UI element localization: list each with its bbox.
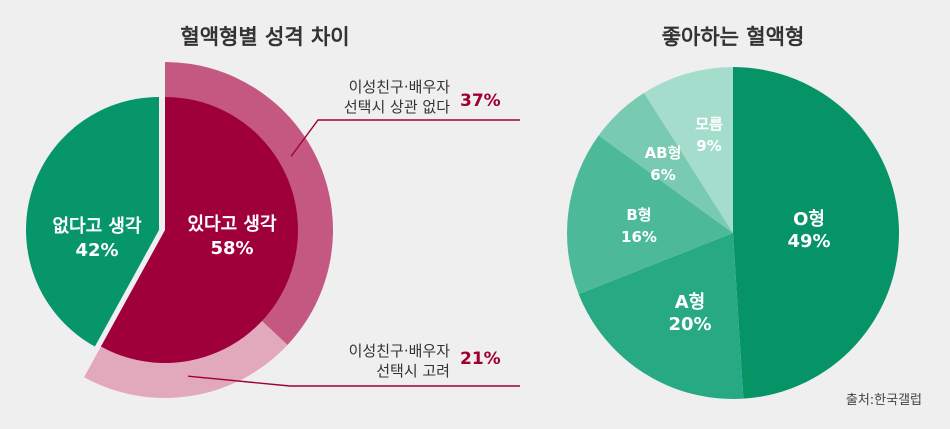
slice-3: [566, 135, 733, 295]
slice-label-4: AB형 6%: [645, 144, 682, 184]
callout-value-1: 37%: [460, 91, 501, 111]
slice-label-2: A형 20%: [668, 292, 711, 335]
slice-label-3: B형 16%: [621, 206, 657, 246]
ring-segment-1: [165, 62, 334, 346]
callout-label-1a: 이성친구·배우자: [349, 78, 451, 96]
callout-line-1: [290, 119, 520, 157]
slice-label-1: O형 49%: [787, 209, 830, 252]
slice-label-no: 없다고 생각 42%: [52, 216, 142, 261]
ring-segment-2: [84, 319, 288, 398]
pie-chart-preferred: O형 49% A형 20% B형 16% AB형 6% 모름 9%: [566, 67, 899, 399]
slice-5: [644, 67, 733, 233]
slice-1: [733, 67, 899, 399]
callout-label-1b: 선택시 상관 없다: [344, 98, 450, 116]
chart-title-personality: 혈액형별 성격 차이: [180, 25, 349, 49]
source-note: 출처:한국갤럽: [846, 393, 922, 408]
slice-label-5: 모름 9%: [695, 115, 723, 155]
chart-title-preferred: 좋아하는 혈액형: [662, 25, 805, 49]
slice-no: [25, 97, 159, 347]
callout-value-2: 21%: [460, 349, 501, 369]
callout-label-2b: 선택시 고려: [376, 362, 450, 380]
callout-label-2a: 이성친구·배우자: [349, 342, 451, 360]
slice-yes: [100, 97, 298, 363]
slice-4: [598, 92, 733, 233]
callout-line-2: [188, 375, 520, 387]
slice-label-yes: 있다고 생각 58%: [187, 214, 277, 259]
slice-2: [578, 233, 744, 399]
